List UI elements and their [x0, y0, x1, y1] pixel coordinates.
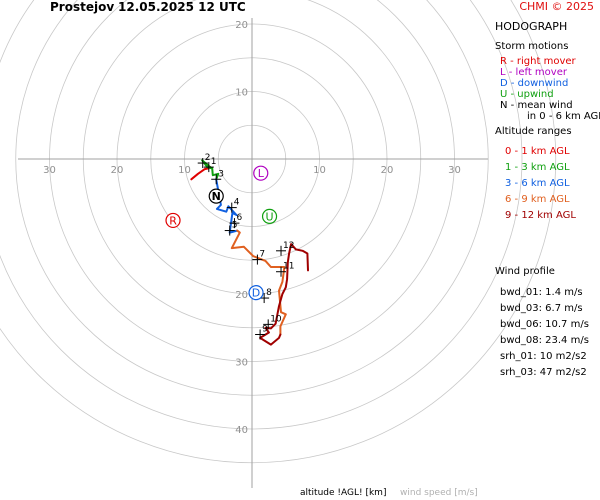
storm-motion-markers: R L D U N — [165, 165, 278, 301]
altitude-marker-9: 9 — [255, 325, 268, 340]
x-tick-label: 30 — [43, 165, 56, 176]
altitude-marker-label: 3 — [218, 169, 224, 179]
wind-profile-title: Wind profile — [495, 266, 555, 277]
storm-motion-n: N — [208, 188, 224, 204]
altitude-marker-label: 6 — [236, 213, 242, 223]
x-tick-label: 20 — [111, 165, 124, 176]
altitude-marker-label: 11 — [283, 262, 294, 272]
storm-list-item: L - left mover — [500, 67, 567, 78]
storm-motion-label: L — [258, 167, 265, 180]
tick-labels: 30 20 10 10 20 30 20 10 20 30 40 — [43, 20, 461, 436]
y-tick-label: 20 — [235, 290, 248, 301]
storm-motion-label: U — [266, 210, 274, 223]
altitude-marker-6: 6 — [229, 213, 242, 229]
y-tick-label: 10 — [235, 88, 248, 99]
storm-motion-l: L — [253, 165, 269, 181]
altitude-marker-1: 1 — [203, 157, 217, 173]
altitude-marker-12: 12 — [276, 241, 294, 256]
storm-motion-u: U — [261, 208, 278, 224]
y-tick-label: 20 — [235, 20, 248, 31]
x-tick-label: 10 — [313, 165, 326, 176]
altitude-marker-label: 10 — [270, 314, 282, 324]
alt-list-item: 0 - 1 km AGL — [505, 146, 570, 157]
station-name: Prostejov — [50, 0, 115, 14]
trace-1-3-km-agl — [201, 159, 220, 181]
storm-list-item: N - mean wind — [500, 100, 573, 111]
wp-list-item: srh_03: 47 m2/s2 — [500, 367, 587, 378]
altitude-ranges-title: Altitude ranges — [495, 126, 572, 137]
trace-3-6-km-agl — [215, 178, 239, 234]
storm-list-item: in 0 - 6 km AGL — [527, 111, 600, 122]
y-tick-label: 40 — [235, 425, 248, 436]
wp-list-item: bwd_08: 23.4 m/s — [500, 335, 589, 346]
speed-rings — [0, 0, 557, 464]
altitude-marker-10: 10 — [263, 314, 282, 330]
credit: CHMI © 2025 — [519, 0, 594, 13]
speed-ring — [0, 0, 557, 464]
storm-motion-label: D — [252, 287, 260, 300]
altitude-marker-label: 9 — [262, 325, 268, 335]
storm-list-item: U - upwind — [500, 89, 554, 100]
y-tick-label: 30 — [235, 358, 248, 369]
altitude-marker-2: 2 — [197, 153, 211, 169]
wp-list-item: bwd_03: 6.7 m/s — [500, 303, 583, 314]
altitude-marker-label: 8 — [266, 288, 272, 298]
alt-list-item: 3 - 6 km AGL — [505, 178, 570, 189]
trace-6-9-km-agl — [230, 229, 287, 336]
x-tick-label: 10 — [178, 165, 191, 176]
alt-list-item: 6 - 9 km AGL — [505, 194, 570, 205]
altitude-marker-4: 4 — [226, 198, 240, 213]
altitude-marker-label: 1 — [211, 157, 217, 167]
alt-list-item: 9 - 12 km AGL — [505, 210, 576, 221]
wp-list-item: srh_01: 10 m2/s2 — [500, 351, 587, 362]
storm-motion-r: R — [165, 212, 181, 229]
speed-axis-label: wind speed [m/s] — [400, 488, 478, 498]
altitude-marker-label: 7 — [259, 250, 265, 260]
storm-motion-d: D — [248, 285, 264, 301]
x-tick-label: 30 — [448, 165, 461, 176]
x-tick-label: 20 — [381, 165, 394, 176]
storm-motion-label: N — [212, 190, 221, 203]
altitude-marker-label: 2 — [205, 153, 211, 163]
storm-list-item: R - right mover — [500, 56, 576, 67]
trace-0-1-km-agl — [190, 166, 212, 181]
altitude-marker-3: 3 — [211, 169, 224, 185]
wp-list-item: bwd_01: 1.4 m/s — [500, 287, 583, 298]
storm-motions-title: Storm motions — [495, 41, 569, 52]
wp-list-item: bwd_06: 10.7 m/s — [500, 319, 589, 330]
datetime: 12.05.2025 12 UTC — [118, 0, 246, 14]
storm-motion-label: R — [169, 214, 177, 227]
altitude-marker-7: 7 — [252, 250, 265, 265]
altitude-axis-label: altitude !AGL! [km] — [300, 488, 387, 498]
altitude-marker-11: 11 — [276, 262, 294, 277]
alt-list-item: 1 - 3 km AGL — [505, 162, 570, 173]
storm-list-item: D - downwind — [500, 78, 569, 89]
chart-axes — [18, 18, 488, 488]
altitude-marker-label: 12 — [283, 241, 294, 251]
speed-ring — [0, 0, 523, 430]
altitude-markers: 123456789101112 — [197, 153, 294, 340]
panel-title: HODOGRAPH — [495, 20, 568, 33]
altitude-marker-label: 4 — [234, 198, 240, 208]
